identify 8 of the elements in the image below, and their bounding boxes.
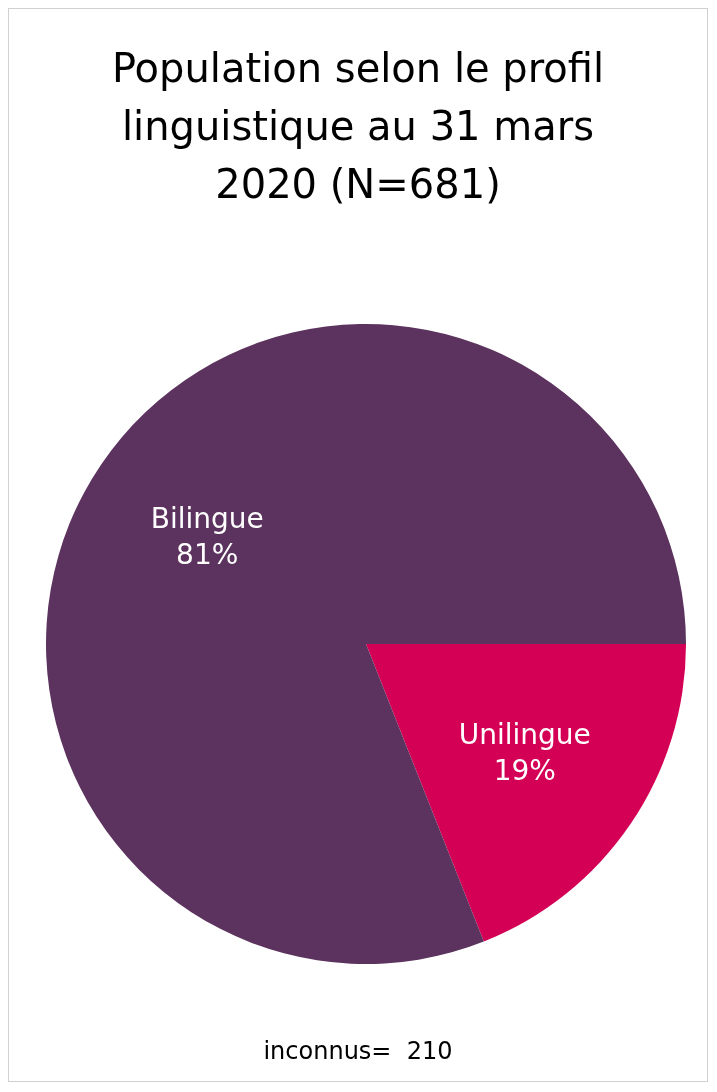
data-label: 81% xyxy=(176,537,239,571)
slice-label: Unilingue xyxy=(458,717,591,751)
slice-label: Bilingue xyxy=(150,501,264,535)
data-label: 19% xyxy=(493,753,556,787)
pie-slice xyxy=(366,644,686,942)
pie-slice xyxy=(46,324,686,964)
text: inconnus= 210 xyxy=(262,1037,454,1065)
chart-title: Population selon le profil linguistique au 31 mars 2020 (N=681) xyxy=(110,44,606,209)
